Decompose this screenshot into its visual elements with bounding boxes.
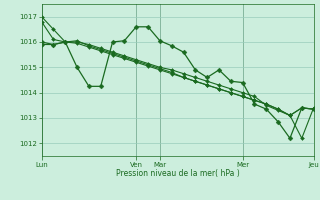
X-axis label: Pression niveau de la mer( hPa ): Pression niveau de la mer( hPa ) <box>116 169 239 178</box>
